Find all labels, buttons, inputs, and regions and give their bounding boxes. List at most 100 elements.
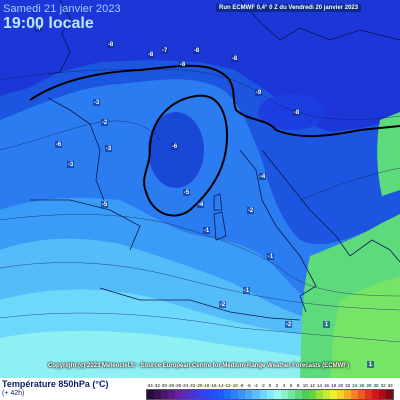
isotherms [0, 69, 400, 343]
scale-swatch [329, 390, 337, 399]
scale-swatch [336, 390, 344, 399]
scale-swatch [301, 390, 309, 399]
map-value: -1 [267, 253, 274, 260]
coast-iberia [30, 199, 141, 251]
map-value: -2 [247, 207, 254, 214]
scale-swatch [343, 390, 351, 399]
scale-label: -24 [181, 383, 189, 388]
temperature-map: -8 -8 -7 -8 -8 -7 -8 -9 -8 -3 -2 -3 -3 -6 -6 -5 -5 -4 -4 -1… [0, 0, 400, 378]
scale-label: 32 [380, 383, 386, 388]
scale-swatch [364, 390, 372, 399]
map-value-text: -7 [162, 48, 168, 54]
map-value-text: -8 [180, 62, 186, 68]
scale-swatch [266, 390, 274, 399]
scale-label: 18 [331, 383, 337, 388]
map-value: -1 [203, 227, 210, 234]
scale-swatch [273, 390, 281, 399]
scale-label: 4 [282, 383, 286, 388]
scale-swatch [189, 390, 197, 399]
scale-label: 0 [268, 383, 272, 388]
map-value-text: -9 [256, 90, 262, 96]
map-value-text: -5 [102, 202, 108, 208]
scale-label: 14 [316, 383, 322, 388]
scale-label: -4 [253, 383, 258, 388]
scale-swatch [168, 390, 176, 399]
coast-sardinia [213, 211, 227, 241]
scale-swatch [217, 390, 225, 399]
scale-swatch [196, 390, 204, 399]
legend-subtitle: (+ 42h) [2, 390, 25, 397]
scale-swatch [161, 390, 169, 399]
map-value-text: -3 [68, 162, 74, 168]
scale-label: 20 [338, 383, 344, 388]
scale-label: -34 [146, 383, 153, 388]
map-value: -8 [147, 51, 154, 58]
map-value-text: -2 [286, 322, 292, 328]
map-value: -9 [255, 89, 262, 96]
map-value: -8 [231, 55, 238, 62]
scale-swatch [210, 390, 218, 399]
scale-swatch [259, 390, 267, 399]
scale-label: 24 [352, 383, 358, 388]
map-value: -4 [197, 201, 204, 208]
map-value: -5 [101, 201, 108, 208]
map-value-text: -4 [260, 174, 266, 180]
coast-adriatic [261, 149, 351, 257]
band-plus-warm [330, 276, 400, 378]
contour-minus10-pocket [143, 94, 228, 217]
contour-bold [29, 64, 400, 217]
map-value: -3 [67, 161, 74, 168]
scale-label: 8 [296, 383, 300, 388]
scale-label: -14 [217, 383, 224, 388]
map-value: -8 [107, 41, 114, 48]
map-value-text: -1 [204, 228, 210, 234]
map-value-text: -5 [184, 190, 190, 196]
contour-minus10-north [29, 64, 400, 138]
map-value: -7 [35, 25, 42, 32]
map-value-text: -8 [232, 56, 238, 62]
map-value: -8 [293, 109, 300, 116]
map-value: -4 [259, 173, 266, 180]
scale-label: 30 [373, 383, 379, 388]
scale-label: 6 [289, 383, 293, 388]
scale-swatch [280, 390, 288, 399]
map-value: -5 [183, 189, 190, 196]
map-value: -2 [285, 321, 292, 328]
scale-swatch [147, 390, 155, 399]
map-value: -6 [171, 143, 178, 150]
scale-label: -10 [231, 383, 238, 388]
scale-label: -26 [174, 383, 182, 388]
scale-swatch [245, 390, 253, 399]
map-value-text: -8 [108, 42, 114, 48]
map-value-text: -1 [268, 254, 274, 260]
scale-label: -18 [202, 383, 210, 388]
legend-title: Température 850hPa (°C) [2, 379, 109, 389]
map-value-text: 1 [369, 362, 373, 368]
band-plus-northeast [377, 112, 400, 196]
scale-label: -30 [160, 383, 167, 388]
scale-label: 22 [345, 383, 351, 388]
map-value-text: -8 [194, 48, 200, 54]
map-value: -2 [101, 119, 108, 126]
run-info: Run ECMWF 0,4° 0 Z du Vendredi 20 janvie… [216, 4, 362, 12]
color-scale: -34 -32 -30 -28 -26 -24 -22 -20 -18 -16 -14 -12 -10-… [146, 382, 394, 400]
legend-footer: Température 850hPa (°C) (+ 42h) -34 -32 -3… [0, 378, 400, 400]
map-value: -3 [93, 99, 100, 106]
value-labels: -8 -8 -7 -8 -8 -7 -8 -9 -8 -3 -2 -3 -3 -6 -6 -5 -5 -4 -4 -1… [35, 25, 374, 368]
time-title: 19:00 locale [3, 15, 94, 32]
scale-swatch [175, 390, 183, 399]
map-value-text: -3 [94, 100, 100, 106]
scale-label: -6 [246, 383, 251, 388]
scale-label: -22 [188, 383, 196, 388]
scale-swatch [308, 390, 316, 399]
scale-label: -20 [195, 383, 203, 388]
scale-label: 2 [275, 383, 279, 388]
scale-label: 16 [323, 383, 329, 388]
map-value-text: 1 [325, 322, 329, 328]
scale-label: 10 [302, 383, 308, 388]
scale-swatch [322, 390, 330, 399]
scale-label: -16 [209, 383, 217, 388]
date-title: Samedi 21 janvier 2023 [3, 3, 121, 15]
map-value-text: -2 [220, 302, 226, 308]
map-value: -7 [161, 47, 168, 54]
